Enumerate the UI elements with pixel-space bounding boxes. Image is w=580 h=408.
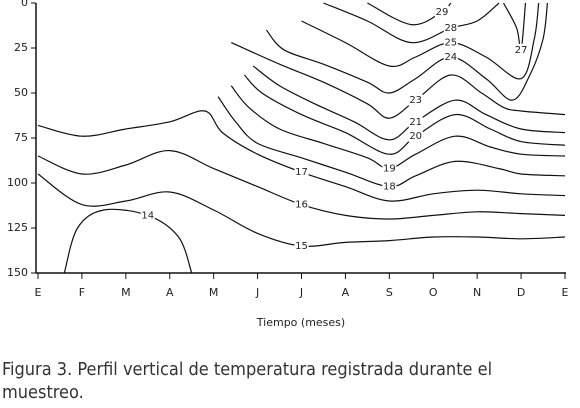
y-tick-label: 125 <box>7 221 28 234</box>
contour-line <box>63 208 193 274</box>
x-tick-label: D <box>517 286 525 299</box>
x-tick-label: A <box>342 286 350 299</box>
contour-label-bg <box>294 166 309 179</box>
contour-label: 14 <box>141 210 154 221</box>
contour-label: 27 <box>515 45 528 56</box>
x-tick-label: J <box>299 286 303 299</box>
contour-label-bg <box>408 130 423 143</box>
contour-label: 18 <box>383 182 396 193</box>
contour-label-bg <box>443 22 458 35</box>
contour-label: 17 <box>295 167 308 178</box>
y-tick-label: 100 <box>7 176 28 189</box>
y-tick-label: 0 <box>21 0 28 9</box>
y-tick-label: 150 <box>7 266 28 279</box>
y-tick-label: 75 <box>14 131 28 144</box>
caption: Figura 3. Perfil vertical de temperatura… <box>2 359 493 403</box>
x-tick-label: M <box>121 286 131 299</box>
contour-line <box>502 2 527 51</box>
x-tick-label: E <box>35 286 42 299</box>
contour-label-bg <box>443 51 458 63</box>
contour-line <box>265 2 549 101</box>
x-tick-label: A <box>166 286 174 299</box>
contour-label: 28 <box>444 23 457 34</box>
contour-label: 20 <box>409 131 422 142</box>
x-tick-label: J <box>255 286 259 299</box>
x-axis-label: Tiempo (meses) <box>256 316 345 329</box>
contour-label-bg <box>514 43 529 56</box>
contour-label: 23 <box>409 95 422 106</box>
x-tick-label: E <box>562 286 569 299</box>
contour-label-bg <box>443 36 458 49</box>
x-tick-label: S <box>386 286 393 299</box>
y-tick-label: 50 <box>14 86 28 99</box>
contour-label-bg <box>294 198 309 211</box>
x-tick-label: O <box>429 286 438 299</box>
x-tick-label: N <box>473 286 481 299</box>
contour-line <box>323 2 500 44</box>
contour-label: 24 <box>444 52 457 63</box>
x-tick-label: M <box>209 286 219 299</box>
contour-label-bg <box>435 6 450 18</box>
contour-label: 16 <box>295 200 308 211</box>
contour-line <box>243 74 566 155</box>
contour-label: 19 <box>383 164 396 175</box>
contour-label-bg <box>408 94 423 107</box>
contour-label-bg <box>408 115 423 128</box>
contour-label-bg <box>140 209 155 222</box>
chart: Tiempo (meses) 0 25 50 75 100 125 150 E F M A M J J A S… <box>7 0 569 329</box>
contour-label: 25 <box>444 38 457 49</box>
contour-label: 15 <box>295 241 308 252</box>
contour-label: 29 <box>436 7 449 18</box>
contour-line <box>37 110 566 202</box>
contour-label-bg <box>382 180 397 193</box>
contour-line <box>252 65 566 141</box>
x-tick-label: F <box>79 286 85 299</box>
contour-label-bg <box>294 240 309 252</box>
y-tick-label: 25 <box>14 41 28 54</box>
contour-line <box>301 2 540 80</box>
contour-label: 21 <box>409 117 422 128</box>
contour-label-bg <box>382 162 397 175</box>
